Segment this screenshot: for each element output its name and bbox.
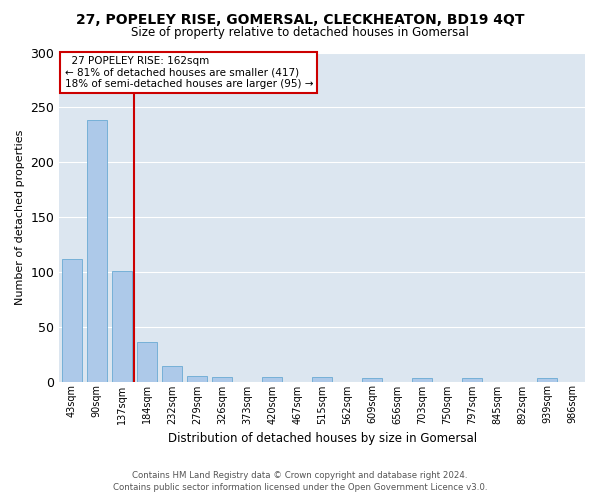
Bar: [212, 377, 232, 382]
Y-axis label: Number of detached properties: Number of detached properties: [15, 130, 25, 304]
Text: Size of property relative to detached houses in Gomersal: Size of property relative to detached ho…: [131, 26, 469, 39]
Bar: [538, 378, 557, 382]
Bar: [187, 376, 207, 382]
Text: 27 POPELEY RISE: 162sqm
← 81% of detached houses are smaller (417)
18% of semi-d: 27 POPELEY RISE: 162sqm ← 81% of detache…: [65, 56, 313, 89]
X-axis label: Distribution of detached houses by size in Gomersal: Distribution of detached houses by size …: [167, 432, 477, 445]
Bar: [62, 258, 82, 382]
Text: 27, POPELEY RISE, GOMERSAL, CLECKHEATON, BD19 4QT: 27, POPELEY RISE, GOMERSAL, CLECKHEATON,…: [76, 12, 524, 26]
Bar: [87, 120, 107, 382]
Bar: [112, 270, 132, 382]
Text: Contains HM Land Registry data © Crown copyright and database right 2024.
Contai: Contains HM Land Registry data © Crown c…: [113, 471, 487, 492]
Bar: [412, 378, 432, 382]
Bar: [463, 378, 482, 382]
Bar: [312, 377, 332, 382]
Bar: [162, 366, 182, 382]
Bar: [362, 378, 382, 382]
Bar: [262, 377, 282, 382]
Bar: [137, 342, 157, 382]
